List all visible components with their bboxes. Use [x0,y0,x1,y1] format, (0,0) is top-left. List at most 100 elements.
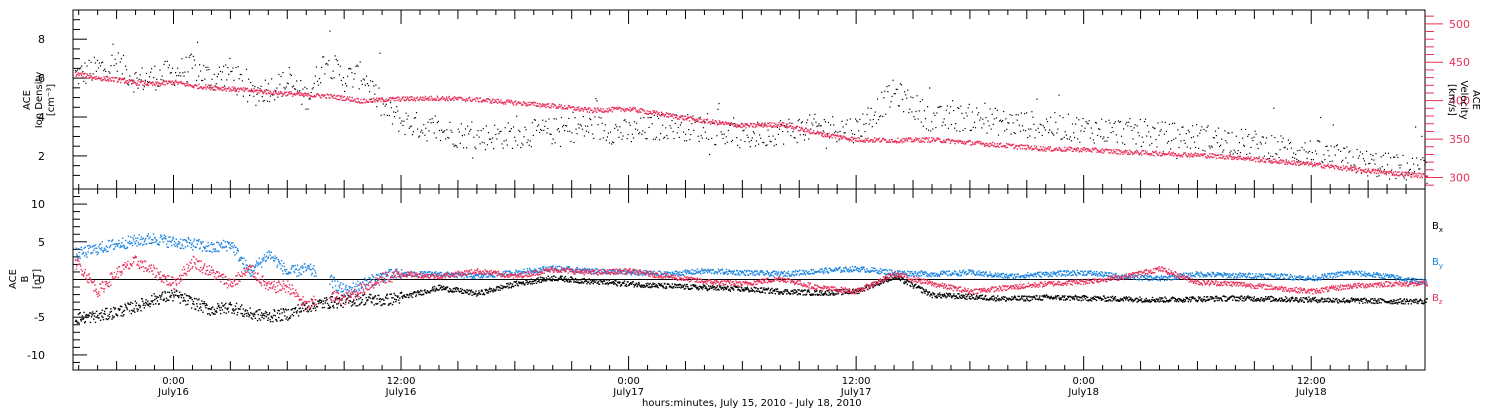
velocity-point [81,72,83,74]
velocity-point [944,140,946,143]
density-point [1298,160,1300,162]
velocity-point [729,123,732,125]
bx-point [597,280,600,283]
velocity-point [603,111,605,114]
velocity-point [145,84,148,86]
velocity-point [1201,154,1203,157]
density-point [147,82,150,84]
bx-point [208,313,210,315]
density-point [347,75,349,77]
bx-point [857,290,860,292]
density-point [1327,150,1329,152]
velocity-point [931,140,934,142]
velocity-point [291,93,293,95]
velocity-point [647,113,649,115]
velocity-point [895,140,897,143]
velocity-point [725,121,727,123]
density-point [232,67,234,69]
velocity-point [790,125,792,127]
density-point [1362,158,1365,160]
bx-point [566,279,568,282]
velocity-point [719,123,721,125]
velocity-point [628,109,630,111]
velocity-point [94,78,97,80]
velocity-point [1129,153,1131,155]
density-point [633,121,636,123]
velocity-point [317,93,319,95]
bx-point [432,289,435,292]
bx-point [505,286,507,288]
density-point [915,110,917,113]
bx-point [645,283,647,285]
velocity-point [1112,152,1114,154]
bx-point [577,281,579,283]
velocity-point [612,106,614,109]
velocity-point [1306,161,1308,164]
bx-point [492,291,494,293]
velocity-point [362,98,365,101]
velocity-point [423,97,425,99]
bx-point [118,308,120,310]
density-point [160,78,162,81]
velocity-point [1411,172,1413,174]
density-point [1075,123,1077,125]
density-point [1389,178,1391,180]
density-point [530,146,532,148]
density-point [1012,122,1014,124]
density-point [989,108,991,110]
density-point [1399,167,1401,169]
velocity-point [1394,174,1396,177]
density-point [640,117,642,119]
bx-point [573,279,576,281]
bx-point [543,278,545,280]
velocity-point [598,109,600,111]
velocity-point [967,141,969,143]
bx-point [706,289,709,292]
bx-point [633,286,635,288]
bx-point [417,290,419,292]
velocity-point [639,111,641,113]
bx-point [510,287,512,289]
bx-point [443,288,445,290]
bx-point [296,310,299,312]
density-point [473,136,475,138]
velocity-point [142,80,144,83]
velocity-point [1128,153,1130,156]
velocity-point [928,137,930,139]
density-point [1280,135,1282,137]
density-point [1055,121,1057,123]
velocity-point [1033,148,1035,150]
velocity-point [242,87,245,89]
velocity-point [229,88,231,90]
bx-point [703,285,705,287]
density-point [625,121,627,123]
bx-point [649,282,651,285]
bx-point [164,292,167,294]
density-point [844,132,846,134]
density-point [409,126,411,128]
velocity-point [646,110,648,112]
density-point [938,106,940,109]
velocity-point [1179,155,1181,157]
bx-point [763,287,765,289]
velocity-point [1024,147,1026,150]
velocity-point [631,109,633,112]
velocity-point [1195,153,1197,155]
density-point [896,88,898,91]
bx-point [402,297,404,299]
velocity-point [797,125,799,128]
velocity-point [422,96,424,98]
bx-point [583,277,585,280]
velocity-point [941,141,943,143]
bx-point [899,279,902,282]
density-point [885,113,887,115]
bx-point [837,292,840,295]
density-point [1261,136,1263,138]
density-point [667,137,669,140]
bx-point [937,293,940,296]
density-point [1089,137,1091,139]
density-point [858,130,860,132]
bx-point [203,300,205,303]
velocity-point [1211,156,1214,159]
density-point [162,79,164,81]
